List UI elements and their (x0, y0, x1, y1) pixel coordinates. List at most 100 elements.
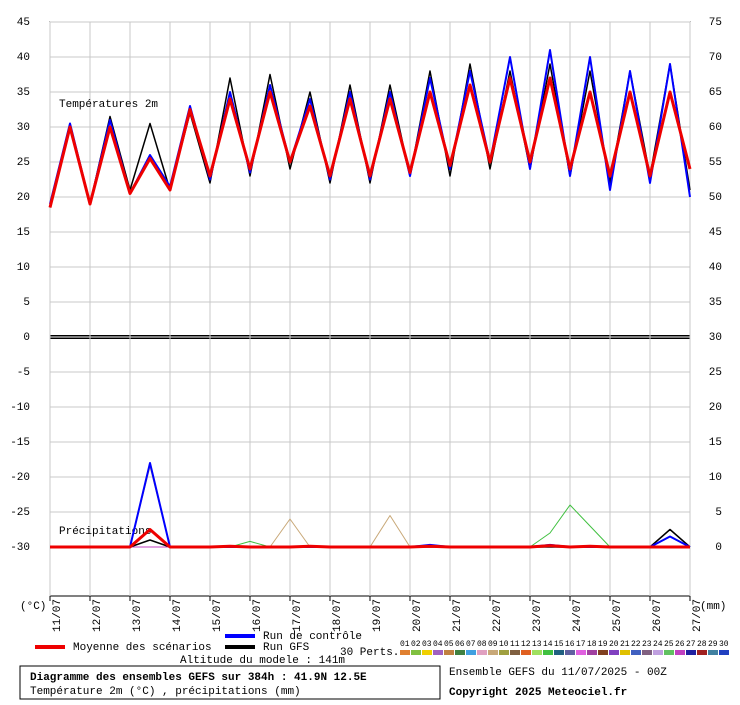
pert-legend-swatch (653, 650, 663, 655)
pert-legend-swatch (598, 650, 608, 655)
x-tick-label: 15/07 (212, 599, 224, 632)
y-tick-label: 5 (23, 297, 30, 309)
y-tick-label: 0 (23, 332, 30, 344)
pert-legend-label: 14 (543, 640, 553, 649)
y2-tick-label: 25 (709, 367, 722, 379)
pert-legend-swatch (664, 650, 674, 655)
x-tick-label: 19/07 (372, 599, 384, 632)
pert-legend-label: 18 (587, 640, 597, 649)
pert-legend-label: 06 (455, 640, 465, 649)
x-tick-label: 16/07 (252, 599, 264, 632)
pert-legend-swatch (411, 650, 421, 655)
legend-label: Moyenne des scénarios (73, 642, 212, 654)
pert-legend-swatch (444, 650, 454, 655)
pert-legend-swatch (697, 650, 707, 655)
pert-legend-swatch (609, 650, 619, 655)
y2-tick-label: 30 (709, 332, 722, 344)
pert-legend-swatch (686, 650, 696, 655)
pert-legend-swatch (521, 650, 531, 655)
altitude: Altitude du modele : 141m (180, 655, 345, 667)
y-tick-label: -30 (10, 542, 30, 554)
pert-legend-label: 26 (675, 640, 685, 649)
y-tick-label: -25 (10, 507, 30, 519)
temp-line (49, 63, 691, 208)
y-tick-label: 35 (17, 87, 30, 99)
x-tick-label: 22/07 (492, 599, 504, 632)
y2-tick-label: 15 (709, 437, 722, 449)
y-tick-label: 45 (17, 17, 30, 29)
y2-tick-label: 0 (715, 542, 722, 554)
footer-box (19, 665, 441, 700)
pert-legend-label: 05 (444, 640, 454, 649)
pert-legend-swatch (708, 650, 718, 655)
pert-legend-swatch (587, 650, 597, 655)
pert-legend-label: 15 (554, 640, 564, 649)
pert-legend-swatch (543, 650, 553, 655)
footer-subtitle: Température 2m (°C) , précipitations (mm… (30, 686, 301, 698)
x-tick-label: 24/07 (572, 599, 584, 632)
pert-legend-swatch (488, 650, 498, 655)
x-tick-label: 11/07 (52, 599, 64, 632)
pert-legend-label: 24 (653, 640, 663, 649)
pert-legend-label: 27 (686, 640, 696, 649)
y-unit: (°C) (20, 601, 46, 613)
pert-legend-label: 20 (609, 640, 619, 649)
y2-tick-label: 60 (709, 122, 722, 134)
x-tick-label: 23/07 (532, 599, 544, 632)
x-tick-label: 25/07 (612, 599, 624, 632)
temp-label: Températures 2m (59, 99, 158, 111)
pert-legend-label: 21 (620, 640, 630, 649)
pert-legend-label: 13 (532, 640, 542, 649)
x-tick-label: 13/07 (132, 599, 144, 632)
legend-label: Run de contrôle (263, 631, 362, 643)
pert-legend-label: 08 (477, 640, 487, 649)
pert-legend-label: 25 (664, 640, 674, 649)
precip-line (50, 528, 690, 549)
pert-legend-swatch (400, 650, 410, 655)
x-tick-label: 14/07 (172, 599, 184, 632)
pert-legend-label: 30 (719, 640, 729, 649)
y-tick-label: 25 (17, 157, 30, 169)
x-tick-label: 17/07 (292, 599, 304, 632)
pert-legend-swatch (675, 650, 685, 655)
pert-legend-swatch (631, 650, 641, 655)
pert-legend-swatch (422, 650, 432, 655)
y-tick-label: 15 (17, 227, 30, 239)
x-tick-label: 20/07 (412, 599, 424, 632)
pert-legend-label: 03 (422, 640, 432, 649)
pert-legend-swatch (499, 650, 509, 655)
pert-legend-label: 09 (488, 640, 498, 649)
pert-legend-label: 16 (565, 640, 575, 649)
y-tick-label: 40 (17, 52, 30, 64)
y2-tick-label: 65 (709, 87, 722, 99)
y-tick-label: -10 (10, 402, 30, 414)
pert-legend-swatch (466, 650, 476, 655)
perts-label: 30 Perts. (340, 647, 399, 659)
y2-tick-label: 70 (709, 52, 722, 64)
precip-label: Précipitations (59, 526, 151, 538)
y-tick-label: -20 (10, 472, 30, 484)
pert-legend-label: 12 (521, 640, 531, 649)
pert-legend-swatch (532, 650, 542, 655)
pert-legend-label: 11 (510, 640, 520, 649)
legend-label: Run GFS (263, 642, 310, 654)
x-tick-label: 18/07 (332, 599, 344, 632)
y2-tick-label: 40 (709, 262, 722, 274)
x-tick-label: 12/07 (92, 599, 104, 632)
x-tick-label: 26/07 (652, 599, 664, 632)
pert-legend-swatch (565, 650, 575, 655)
pert-legend-label: 23 (642, 640, 652, 649)
pert-legend-label: 01 (400, 640, 410, 649)
pert-legend-swatch (510, 650, 520, 655)
y-tick-label: -15 (10, 437, 30, 449)
footer-title: Diagramme des ensembles GEFS sur 384h : … (30, 672, 367, 684)
y2-tick-label: 45 (709, 227, 722, 239)
pert-legend-swatch (554, 650, 564, 655)
temp-line (48, 76, 692, 208)
pert-legend-swatch (433, 650, 443, 655)
copyright: Copyright 2025 Meteociel.fr (449, 687, 627, 699)
x-tick-label: 27/07 (692, 599, 704, 632)
pert-legend-label: 10 (499, 640, 509, 649)
